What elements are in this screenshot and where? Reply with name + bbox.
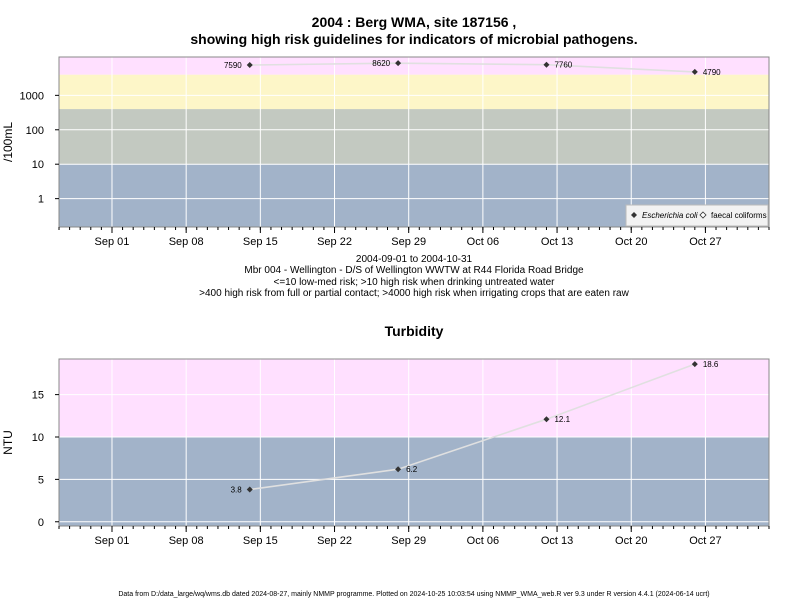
data-point <box>691 361 698 368</box>
data-label: 7590 <box>224 61 242 70</box>
caption-line1: 2004-09-01 to 2004-10-31 <box>356 254 473 265</box>
plot-frame <box>58 56 770 228</box>
legend: Escherichia coli faecal coliforms <box>625 204 769 227</box>
x-tick-label: Sep 22 <box>317 236 352 248</box>
x-tick-label: Sep 01 <box>95 535 130 547</box>
data-label: 12.1 <box>554 415 570 424</box>
caption-line4: >400 high risk from full or partial cont… <box>199 288 629 299</box>
turbidity-title: Turbidity <box>385 323 444 339</box>
x-tick-label: Oct 06 <box>467 535 499 547</box>
x-tick-label: Sep 08 <box>169 236 204 248</box>
x-tick-label: Sep 08 <box>169 535 204 547</box>
series-line <box>249 62 695 73</box>
data-point <box>395 60 402 67</box>
x-tick-label: Oct 27 <box>689 236 721 248</box>
y-tick-label: 1 <box>38 194 44 206</box>
x-tick-label: Oct 13 <box>541 535 573 547</box>
x-tick-label: Sep 15 <box>243 236 278 248</box>
caption-line3: <=10 low-med risk; >10 high risk when dr… <box>274 277 556 288</box>
y-axis-label: NTU <box>1 430 15 455</box>
x-tick-label: Oct 20 <box>615 236 647 248</box>
legend-ecoli-label: Escherichia coli <box>642 211 698 220</box>
legend-faecal-label: faecal coliforms <box>711 211 767 220</box>
risk-band <box>59 74 769 110</box>
y-axis-label: /100mL <box>1 122 15 162</box>
data-point <box>543 416 550 423</box>
chart-title-line1: 2004 : Berg WMA, site 187156 , <box>312 14 517 30</box>
chart-title-line2: showing high risk guidelines for indicat… <box>190 31 637 47</box>
x-tick-label: Sep 22 <box>317 535 352 547</box>
y-tick-label: 100 <box>26 125 44 137</box>
y-tick-label: 0 <box>38 517 44 529</box>
legend-box <box>625 204 769 227</box>
risk-band <box>59 436 769 526</box>
data-point <box>246 486 253 493</box>
x-tick-label: Sep 01 <box>95 236 130 248</box>
data-point <box>543 61 550 68</box>
x-tick-label: Oct 20 <box>615 535 647 547</box>
ecoli-panel: 1 10 100 1000 Sep 01 Sep 08 Sep 15 Sep 22 Sep 29… <box>1 56 770 248</box>
data-label: 18.6 <box>703 360 719 369</box>
x-tick-label: Oct 06 <box>467 236 499 248</box>
footer-note: Data from D:/data_large/wq/wms.db dated … <box>118 591 709 598</box>
data-point <box>246 62 253 69</box>
turbidity-panel: 0 5 10 15 Sep 01 Sep 08 Sep 15 Sep 22 Sep 29 Oct … <box>1 358 770 547</box>
caption-line2: Mbr 004 - Wellington - D/S of Wellington… <box>244 265 584 276</box>
y-tick-label: 5 <box>38 474 44 486</box>
data-label: 8620 <box>372 59 390 68</box>
data-label: 7760 <box>554 61 572 70</box>
y-tick-label: 10 <box>32 159 44 171</box>
x-tick-label: Sep 29 <box>391 535 426 547</box>
legend-faecal-marker <box>699 211 707 219</box>
data-label: 4790 <box>703 68 721 77</box>
data-label: 3.8 <box>231 486 243 495</box>
y-tick-label: 15 <box>32 390 44 402</box>
data-label: 6.2 <box>406 465 418 474</box>
y-tick-label: 10 <box>32 432 44 444</box>
plot-frame <box>58 358 770 527</box>
x-tick-label: Oct 27 <box>689 535 721 547</box>
y-tick-label: 1000 <box>20 90 44 102</box>
risk-band <box>59 359 769 437</box>
data-point <box>691 68 698 75</box>
risk-band <box>59 57 769 75</box>
x-tick-label: Sep 29 <box>391 236 426 248</box>
risk-band <box>59 109 769 165</box>
x-tick-label: Oct 13 <box>541 236 573 248</box>
series-line <box>249 363 696 491</box>
x-tick-label: Sep 15 <box>243 535 278 547</box>
legend-ecoli-marker <box>631 212 637 218</box>
data-point <box>395 466 402 473</box>
